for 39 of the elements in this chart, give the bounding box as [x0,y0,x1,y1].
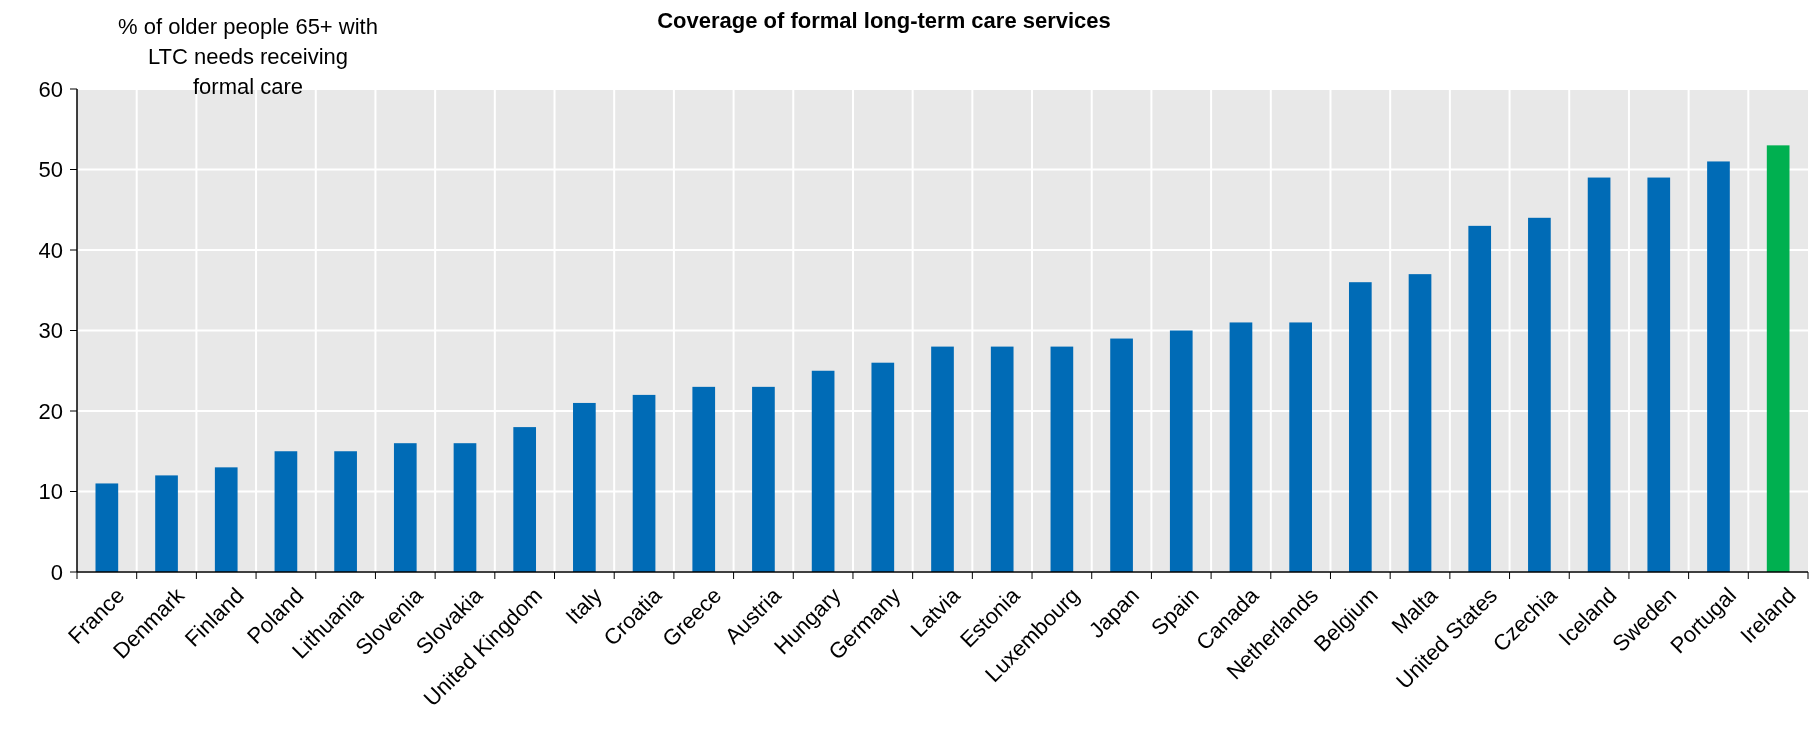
bar [752,386,775,572]
bar [1408,274,1432,572]
y-tick-label: 0 [50,559,63,585]
bar [513,427,537,572]
bar [1766,145,1790,572]
bar [1587,177,1611,572]
bar [1229,322,1253,572]
bar [990,346,1014,572]
bar [1647,177,1671,572]
bar [1169,330,1193,572]
y-tick-label: 40 [38,237,63,263]
bar [692,386,716,572]
bar [1348,282,1372,572]
bar [573,402,596,572]
x-tick-label: Italy [560,582,607,629]
bar [931,346,954,572]
bar [1289,322,1312,572]
chart-title: Coverage of formal long-term care services [657,8,1111,33]
bar [214,467,238,572]
y-tick-label: 20 [38,398,63,424]
y-tick-label: 60 [38,76,63,102]
bar [1050,346,1074,572]
y-tick-label: 30 [38,318,63,344]
bar [155,475,178,572]
y-tick-label: 10 [38,479,63,505]
bar [811,370,835,572]
bar [274,451,298,572]
bar [95,483,119,572]
bar [1468,225,1492,572]
bar [1110,338,1133,572]
bar [632,394,656,572]
bar [1528,217,1551,572]
bar [393,443,417,572]
bar [1707,161,1730,572]
bar [871,362,895,572]
y-axis-title: % of older people 65+ with LTC needs receiving formal care [118,14,378,99]
y-tick-label: 50 [38,157,63,183]
bar [334,451,357,572]
bar [453,443,477,572]
